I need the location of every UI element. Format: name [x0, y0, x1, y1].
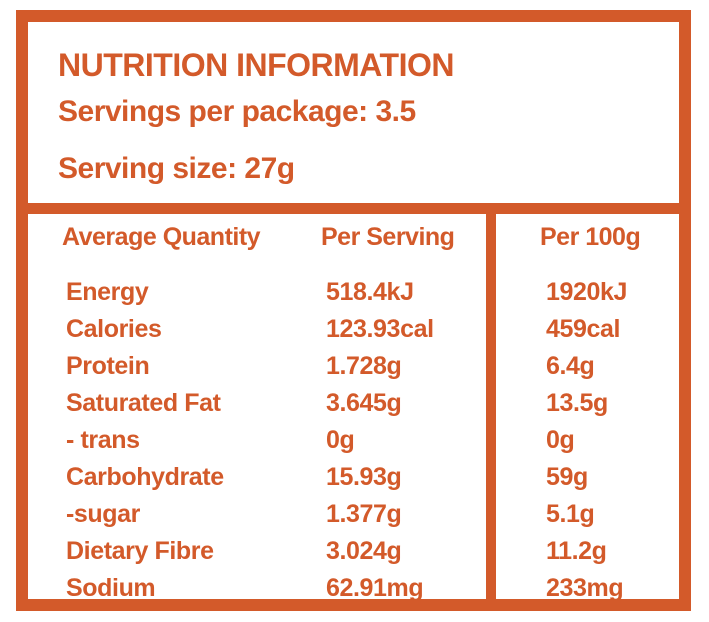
nutrient-name: Carbohydrate — [66, 463, 224, 491]
nutrient-name: -sugar — [66, 500, 141, 528]
column-header-average-quantity: Average Quantity — [62, 223, 261, 251]
column-header-per-serving: Per Serving — [321, 223, 455, 251]
per-serving-value: 15.93g — [326, 463, 402, 491]
servings-per-package: Servings per package: 3.5 — [58, 95, 416, 128]
nutrient-name: Calories — [66, 315, 162, 343]
header-divider — [28, 203, 679, 214]
panel-title: NUTRITION INFORMATION — [58, 47, 454, 83]
per-100g-value: 5.1g — [546, 500, 595, 528]
per-serving-value: 1.728g — [326, 352, 402, 380]
nutrient-name: Dietary Fibre — [66, 537, 214, 565]
column-divider — [486, 212, 496, 601]
nutrient-name: Sodium — [66, 574, 156, 602]
per-100g-value: 459cal — [546, 315, 621, 343]
nutrient-row-energy: Energy 518.4kJ 1920kJ — [28, 280, 679, 317]
nutrient-row-dietary-fibre: Dietary Fibre 3.024g 11.2g — [28, 539, 679, 576]
per-100g-value: 0g — [546, 426, 575, 454]
per-100g-value: 233mg — [546, 574, 624, 602]
nutrient-row-calories: Calories 123.93cal 459cal — [28, 317, 679, 354]
nutrient-row-sodium: Sodium 62.91mg 233mg — [28, 576, 679, 613]
per-100g-value: 11.2g — [546, 537, 607, 565]
per-serving-value: 0g — [326, 426, 355, 454]
per-serving-value: 62.91mg — [326, 574, 424, 602]
per-serving-value: 1.377g — [326, 500, 402, 528]
per-100g-value: 1920kJ — [546, 278, 628, 306]
nutrient-row-trans: - trans 0g 0g — [28, 428, 679, 465]
per-100g-value: 59g — [546, 463, 588, 491]
nutrient-name: Energy — [66, 278, 149, 306]
nutrition-panel: NUTRITION INFORMATION Servings per packa… — [16, 10, 691, 611]
per-100g-value: 13.5g — [546, 389, 608, 417]
column-header-per-100g: Per 100g — [540, 223, 641, 251]
per-serving-value: 123.93cal — [326, 315, 434, 343]
per-serving-value: 518.4kJ — [326, 278, 414, 306]
per-serving-value: 3.645g — [326, 389, 402, 417]
nutrient-name: Protein — [66, 352, 150, 380]
nutrient-name: Saturated Fat — [66, 389, 221, 417]
per-serving-value: 3.024g — [326, 537, 402, 565]
nutrient-rows: Energy 518.4kJ 1920kJ Calories 123.93cal… — [28, 280, 679, 613]
nutrient-name: - trans — [66, 426, 140, 454]
nutrient-row-saturated-fat: Saturated Fat 3.645g 13.5g — [28, 391, 679, 428]
serving-size: Serving size: 27g — [58, 152, 295, 185]
nutrient-row-carbohydrate: Carbohydrate 15.93g 59g — [28, 465, 679, 502]
nutrient-row-protein: Protein 1.728g 6.4g — [28, 354, 679, 391]
nutrient-row-sugar: -sugar 1.377g 5.1g — [28, 502, 679, 539]
per-100g-value: 6.4g — [546, 352, 595, 380]
